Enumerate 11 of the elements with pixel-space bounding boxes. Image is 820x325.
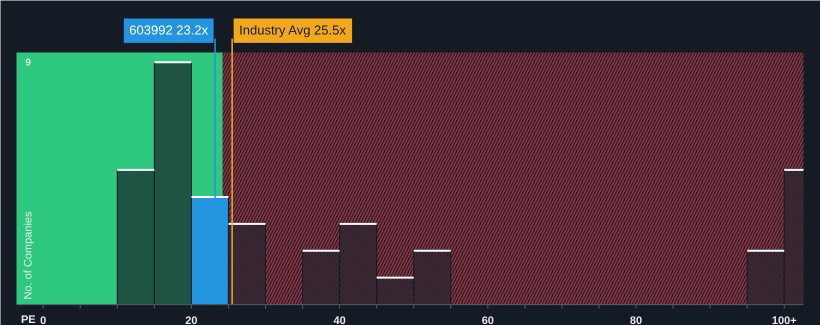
x-tick-label: 0 bbox=[40, 315, 46, 325]
annotation: 9 bbox=[25, 58, 32, 69]
y-axis-title: No. of Companies bbox=[22, 210, 34, 300]
x-tick-label: 20 bbox=[185, 315, 198, 325]
x-tick-label: 40 bbox=[333, 315, 346, 325]
x-tick-label: 60 bbox=[482, 315, 494, 325]
x-tick-label: 80 bbox=[630, 315, 642, 325]
ref-line-label: 603992 23.2x bbox=[129, 22, 209, 38]
x-axis-title: PE bbox=[20, 314, 36, 325]
x-tick-label: 100+ bbox=[772, 315, 797, 325]
ref-line-label: Industry Avg 25.5x bbox=[239, 22, 346, 38]
